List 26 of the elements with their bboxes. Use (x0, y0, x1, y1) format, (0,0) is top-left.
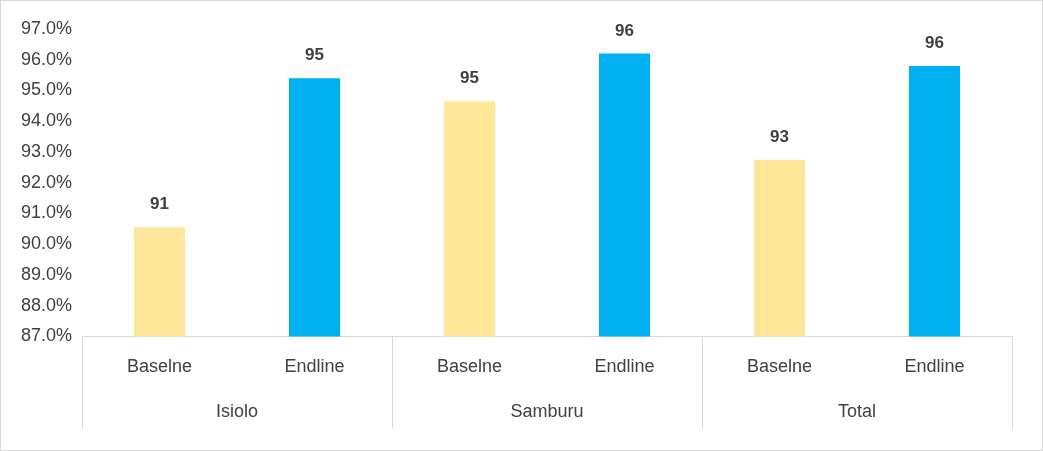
data-label: 95 (305, 45, 324, 65)
text: Samburu (510, 401, 584, 422)
y-tick-label: 97.0% (20, 17, 73, 38)
y-tick-label: 90.0% (20, 233, 73, 254)
x-tick-label: Baselne (436, 356, 503, 377)
y-tick-label: 96.0% (20, 48, 73, 69)
data-label: 96 (925, 33, 944, 53)
x-tick-label: Endline (904, 356, 965, 377)
y-tick-label: 94.0% (20, 110, 73, 131)
x-tick-label: Endline (284, 356, 345, 377)
y-tick-label: 93.0% (20, 140, 73, 161)
x-tick-label: Baselne (746, 356, 813, 377)
x-tick-label: Baselne (127, 356, 193, 377)
y-tick-label: 89.0% (20, 263, 73, 284)
data-label: 93 (770, 126, 789, 146)
text: Isiolo (216, 401, 259, 422)
data-label: 91 (150, 194, 169, 214)
y-tick-label: 92.0% (20, 171, 73, 192)
data-label: 95 (460, 68, 479, 88)
y-tick-label: 91.0% (20, 202, 73, 223)
y-tick-label: 87.0% (20, 325, 73, 346)
text: Total (837, 401, 877, 422)
data-label: 96 (615, 20, 634, 40)
x-tick-label: Endline (594, 356, 655, 377)
y-tick-label: 88.0% (20, 294, 73, 315)
y-tick-label: 95.0% (20, 79, 73, 100)
